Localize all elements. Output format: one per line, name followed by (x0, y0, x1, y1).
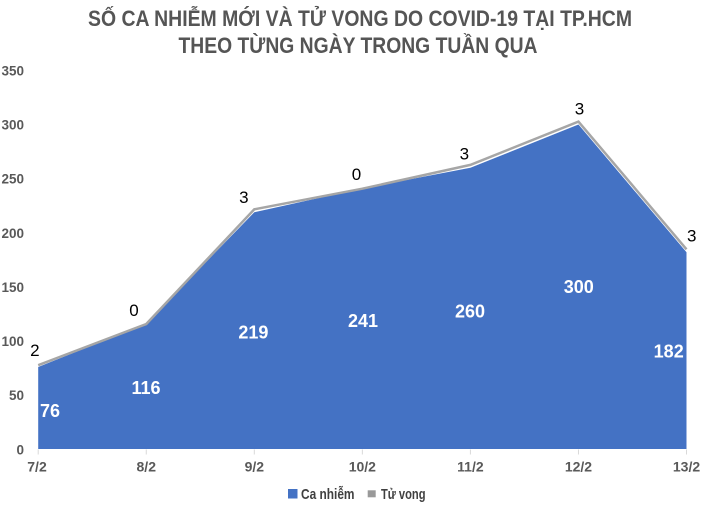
svg-text:76: 76 (40, 401, 60, 421)
svg-text:3: 3 (239, 188, 248, 207)
svg-text:260: 260 (455, 301, 485, 321)
svg-text:0: 0 (129, 301, 138, 320)
svg-text:3: 3 (575, 100, 584, 119)
svg-text:241: 241 (348, 311, 378, 331)
svg-text:8/2: 8/2 (137, 459, 157, 475)
svg-text:300: 300 (1, 118, 24, 133)
svg-text:10/2: 10/2 (349, 459, 376, 475)
svg-text:219: 219 (238, 322, 268, 342)
svg-text:3: 3 (460, 144, 469, 163)
svg-text:250: 250 (1, 172, 24, 187)
svg-text:11/2: 11/2 (457, 459, 484, 475)
svg-text:200: 200 (1, 226, 24, 241)
svg-text:SỐ CA NHIỄM MỚI VÀ TỬ VONG DO: SỐ CA NHIỄM MỚI VÀ TỬ VONG DO COVID-19 T… (88, 5, 632, 31)
svg-text:150: 150 (1, 280, 24, 295)
svg-text:2: 2 (30, 341, 39, 360)
svg-text:Ca nhiễm: Ca nhiễm (301, 486, 355, 503)
svg-text:350: 350 (1, 63, 24, 78)
svg-text:12/2: 12/2 (565, 459, 592, 475)
svg-text:100: 100 (1, 334, 24, 349)
svg-text:0: 0 (16, 442, 24, 457)
svg-text:Tử vong: Tử vong (381, 486, 426, 503)
svg-text:13/2: 13/2 (673, 459, 700, 475)
svg-text:THEO TỪNG NGÀY TRONG TUẦN QUA: THEO TỪNG NGÀY TRONG TUẦN QUA (179, 33, 538, 58)
svg-text:0: 0 (352, 165, 361, 184)
svg-text:182: 182 (654, 341, 684, 361)
svg-text:116: 116 (131, 378, 160, 398)
svg-text:3: 3 (687, 226, 696, 245)
svg-text:300: 300 (564, 277, 594, 297)
svg-text:9/2: 9/2 (245, 459, 265, 475)
svg-text:50: 50 (9, 388, 24, 403)
svg-text:7/2: 7/2 (27, 459, 47, 475)
